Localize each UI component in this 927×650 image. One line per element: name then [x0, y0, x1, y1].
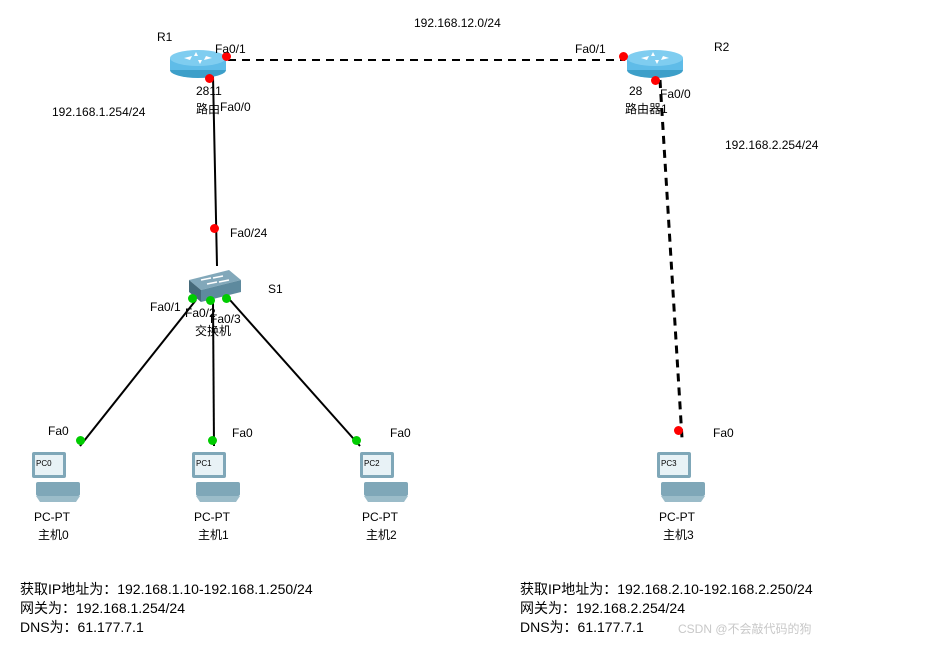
info-right-line2: 网关为：192.168.2.254/24	[520, 599, 813, 618]
pc3-fa0: Fa0	[713, 426, 734, 440]
info-left-line3: DNS为：61.177.7.1	[20, 618, 313, 637]
port-led	[210, 224, 219, 233]
pc-icon: PC3	[655, 450, 709, 506]
port-led	[674, 426, 683, 435]
router-icon	[625, 46, 685, 80]
info-left: 获取IP地址为：192.168.1.10-192.168.1.250/24 网关…	[20, 580, 313, 637]
port-led	[205, 74, 214, 83]
s1-port1-label: Fa0/1	[150, 300, 181, 314]
pc2-name: 主机2	[366, 526, 397, 543]
pc1[interactable]: PC1	[190, 450, 244, 500]
link	[230, 300, 360, 446]
info-left-line1: 获取IP地址为：192.168.1.10-192.168.1.250/24	[20, 580, 313, 599]
port-led	[208, 436, 217, 445]
r2-fa00-label: Fa0/0	[660, 87, 691, 101]
svg-text:PC1: PC1	[196, 459, 212, 468]
pc-icon: PC2	[358, 450, 412, 506]
svg-text:PC0: PC0	[36, 459, 52, 468]
r1-fa00-label: Fa0/0	[220, 100, 251, 114]
pc1-type: PC-PT	[194, 510, 230, 524]
gw1-label: 192.168.1.254/24	[52, 105, 145, 119]
pc-icon: PC1	[190, 450, 244, 506]
net12-label: 192.168.12.0/24	[414, 16, 501, 30]
port-led	[222, 294, 231, 303]
pc0[interactable]: PC0	[30, 450, 84, 500]
port-led	[206, 296, 215, 305]
gw2-label: 192.168.2.254/24	[725, 138, 818, 152]
pc2-type: PC-PT	[362, 510, 398, 524]
info-left-line2: 网关为：192.168.1.254/24	[20, 599, 313, 618]
pc3[interactable]: PC3	[655, 450, 709, 500]
router-r2-name: R2	[714, 40, 729, 54]
r1-sub-label: 路由	[196, 100, 220, 117]
router-r1-name: R1	[157, 30, 172, 44]
r1-fa01-label: Fa0/1	[215, 42, 246, 56]
s1-sub-label: 交换机	[195, 322, 231, 339]
pc3-type: PC-PT	[659, 510, 695, 524]
pc0-type: PC-PT	[34, 510, 70, 524]
port-led	[651, 76, 660, 85]
r2-fa01-label: Fa0/1	[575, 42, 606, 56]
pc0-fa0: Fa0	[48, 424, 69, 438]
port-led	[76, 436, 85, 445]
s1-fa024-label: Fa0/24	[230, 226, 267, 240]
s1-name-label: S1	[268, 282, 283, 296]
r2-sub-label: 路由器1	[625, 100, 668, 117]
pc1-fa0: Fa0	[232, 426, 253, 440]
link	[660, 80, 682, 438]
pc-icon: PC0	[30, 450, 84, 506]
router-r2[interactable]	[625, 46, 685, 76]
port-led	[188, 294, 197, 303]
pc3-name: 主机3	[663, 526, 694, 543]
link	[80, 300, 196, 446]
pc0-name: 主机0	[38, 526, 69, 543]
port-led	[352, 436, 361, 445]
pc2[interactable]: PC2	[358, 450, 412, 500]
pc1-name: 主机1	[198, 526, 229, 543]
svg-text:PC3: PC3	[661, 459, 677, 468]
info-right-line1: 获取IP地址为：192.168.2.10-192.168.2.250/24	[520, 580, 813, 599]
svg-text:PC2: PC2	[364, 459, 380, 468]
watermark: CSDN @不会敲代码的狗	[678, 620, 812, 637]
r2-model-label: 28	[629, 84, 642, 98]
pc2-fa0: Fa0	[390, 426, 411, 440]
topology-canvas	[0, 0, 927, 650]
r1-model-label: 2811	[196, 84, 222, 98]
port-led	[619, 52, 628, 61]
